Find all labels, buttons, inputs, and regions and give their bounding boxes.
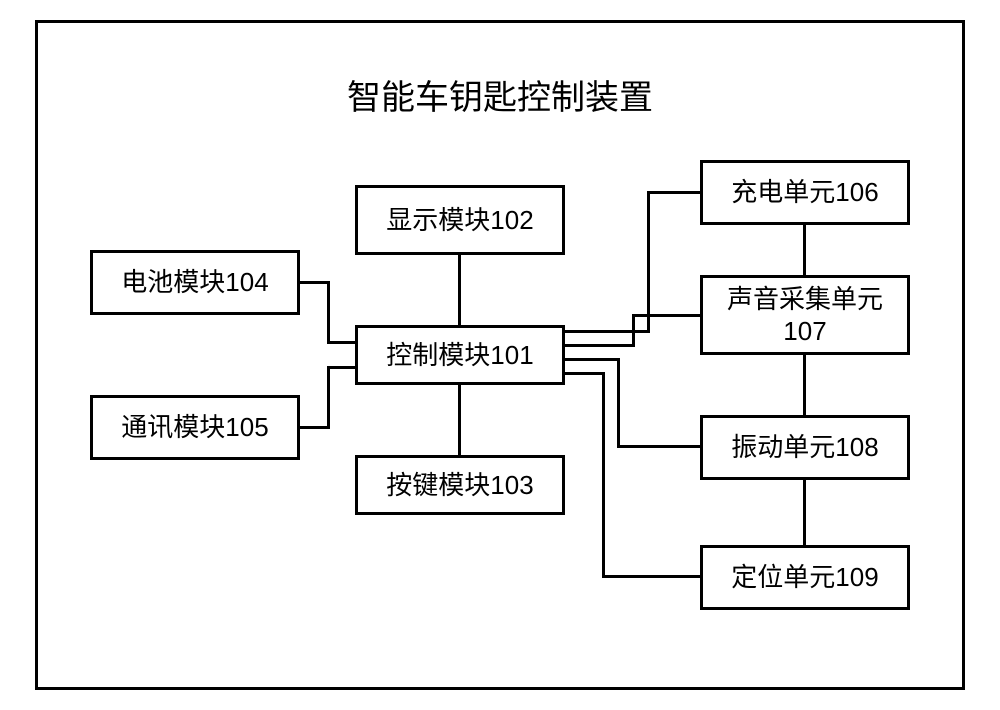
connector xyxy=(327,366,355,369)
connector xyxy=(632,314,635,347)
node-comm: 通讯模块105 xyxy=(90,395,300,460)
connector xyxy=(327,366,330,429)
connector xyxy=(632,314,700,317)
node-keypad: 按键模块103 xyxy=(355,455,565,515)
connector xyxy=(803,480,806,545)
connector xyxy=(300,281,330,284)
node-locate: 定位单元109 xyxy=(700,545,910,610)
node-battery: 电池模块104 xyxy=(90,250,300,315)
connector xyxy=(565,372,605,375)
node-charge: 充电单元106 xyxy=(700,160,910,225)
connector xyxy=(327,281,330,344)
connector xyxy=(803,355,806,415)
connector xyxy=(617,358,620,448)
connector xyxy=(300,426,330,429)
connector xyxy=(565,330,650,333)
connector xyxy=(647,191,650,333)
connector xyxy=(565,358,620,361)
node-display: 显示模块102 xyxy=(355,185,565,255)
node-sound: 声音采集单元107 xyxy=(700,275,910,355)
connector xyxy=(803,225,806,275)
connector xyxy=(602,575,700,578)
connector xyxy=(565,344,635,347)
connector xyxy=(458,255,461,325)
node-control: 控制模块101 xyxy=(355,325,565,385)
connector xyxy=(458,385,461,455)
diagram-title: 智能车钥匙控制装置 xyxy=(310,70,690,119)
node-vibrate: 振动单元108 xyxy=(700,415,910,480)
connector xyxy=(602,372,605,578)
diagram-canvas: 智能车钥匙控制装置 显示模块102 控制模块101 按键模块103 电池模块10… xyxy=(0,0,1000,710)
connector xyxy=(327,341,355,344)
connector xyxy=(617,445,700,448)
connector xyxy=(647,191,700,194)
